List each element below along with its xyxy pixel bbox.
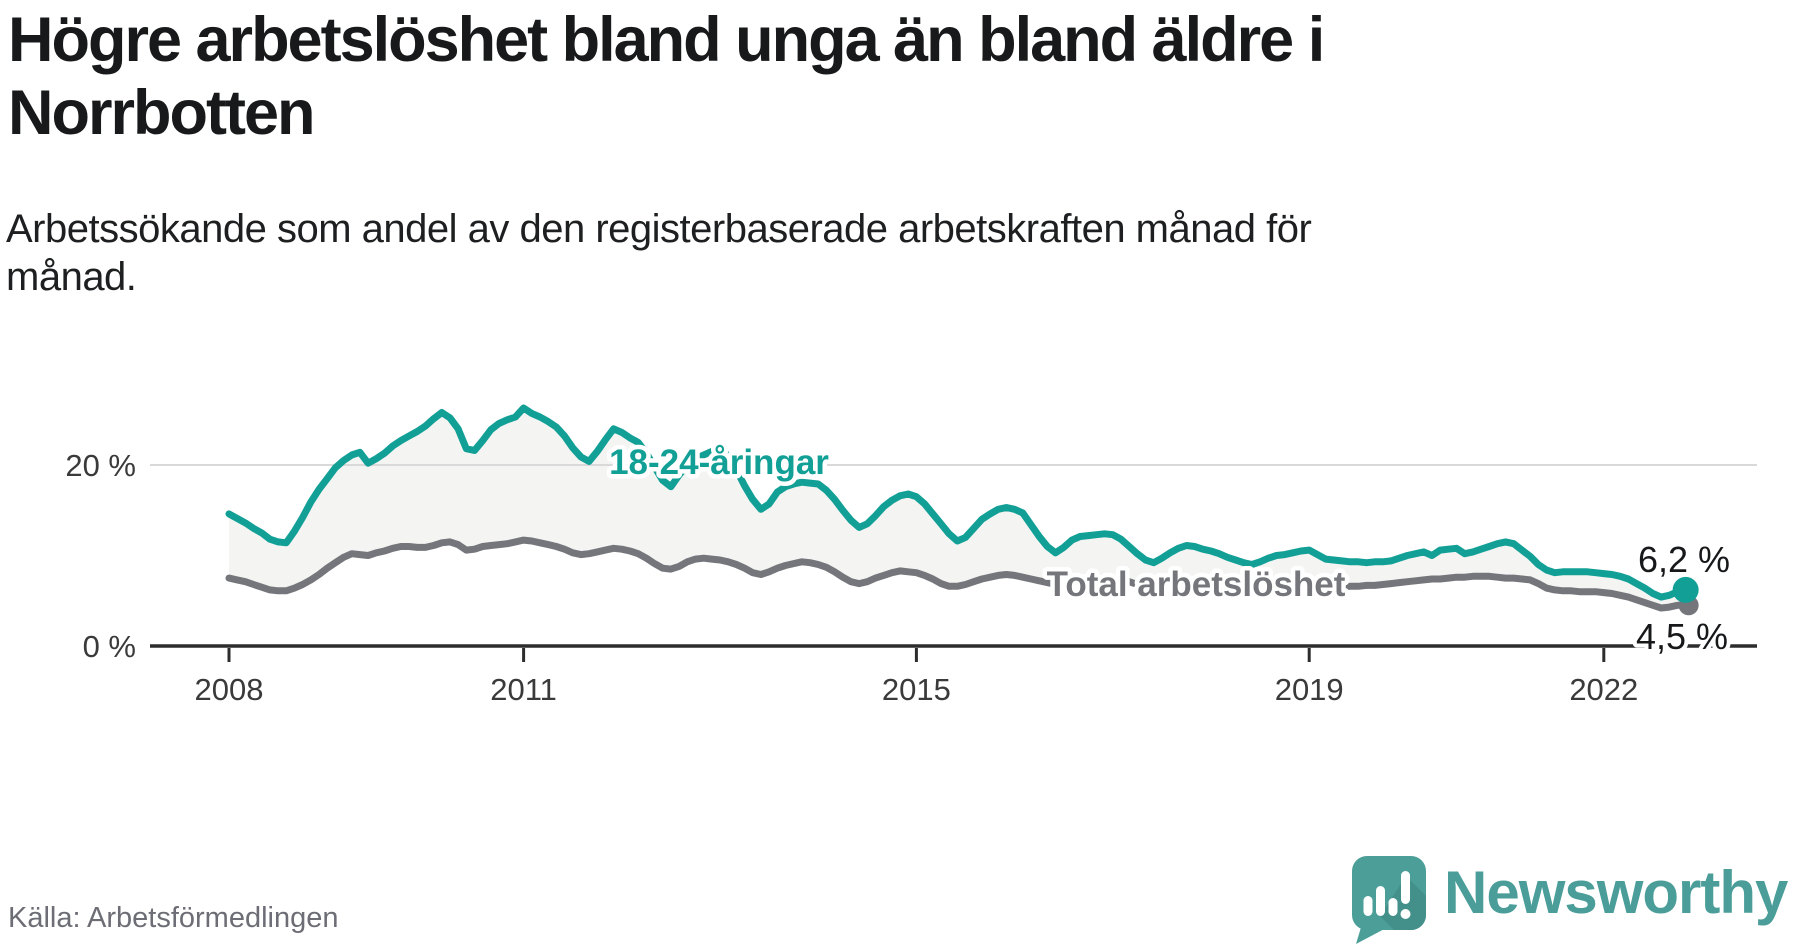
end-value-label-youth: 6,2 % (1638, 539, 1730, 580)
series-line-total (225, 536, 1690, 612)
newsworthy-wordmark: Newsworthy (1444, 859, 1788, 926)
x-tick-label-2019: 2019 (1275, 672, 1344, 707)
y-tick-label-0: 0 % (83, 629, 136, 664)
page-title: Högre arbetslöshet bland unga än bland ä… (8, 5, 1325, 148)
page-subtitle: Arbetssökande som andel av den registerb… (6, 207, 1312, 299)
x-tick-label-2022: 2022 (1569, 672, 1638, 707)
series-label-youth: 18-24-åringar (609, 443, 829, 482)
end-dot-youth (1672, 576, 1699, 603)
x-tick-label-2011: 2011 (490, 672, 557, 707)
x-tick-label-2008: 2008 (195, 672, 264, 707)
source-note: Källa: Arbetsförmedlingen (8, 902, 339, 934)
end-value-label-total: 4,5 % (1636, 616, 1728, 657)
newsworthy-logo: Newsworthy (1350, 852, 1800, 948)
series-line-youth (225, 404, 1690, 601)
newsworthy-logo-icon (1352, 856, 1426, 944)
logo-bubble-tail (1356, 924, 1390, 944)
x-tick-label-2015: 2015 (882, 672, 951, 707)
y-tick-label-20: 20 % (65, 448, 136, 483)
logo-barchart-icon (1363, 871, 1411, 919)
series-label-total: Total arbetslöshet (1047, 565, 1346, 604)
